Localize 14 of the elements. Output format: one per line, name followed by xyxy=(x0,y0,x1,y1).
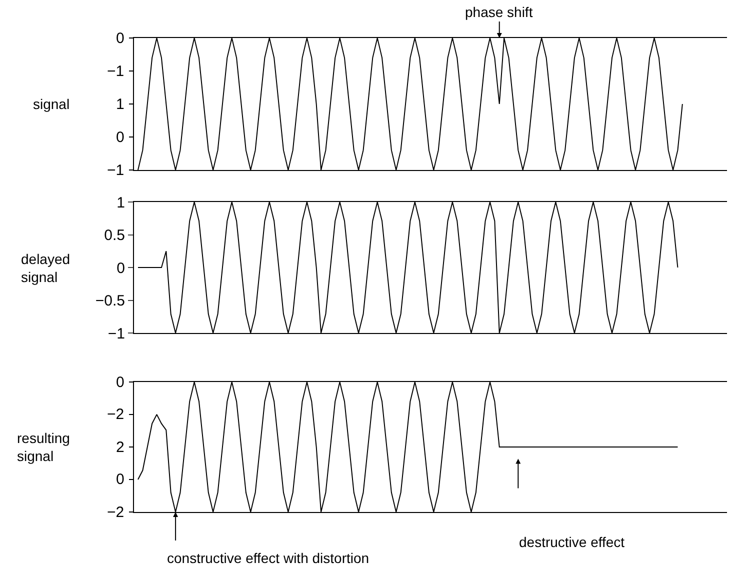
text: destructive effect xyxy=(519,534,625,550)
text: constructive effect with distortion xyxy=(167,550,370,566)
y-tick-label: −0.5 xyxy=(95,292,125,310)
y-axis-title: signal xyxy=(33,96,70,112)
y-tick-label: 0 xyxy=(116,260,125,277)
y-axis-title: delayed signal xyxy=(21,251,70,286)
y-axis-title: resulting signal xyxy=(17,430,70,464)
y-tick-label: −1 xyxy=(108,325,125,342)
y-tick-label: 0.5 xyxy=(104,227,125,244)
text: phase shift xyxy=(465,4,533,20)
y-tick-label: 1 xyxy=(116,194,125,212)
text: −2 xyxy=(107,504,124,521)
text: −2 xyxy=(107,406,124,423)
text: 2 xyxy=(116,439,124,456)
